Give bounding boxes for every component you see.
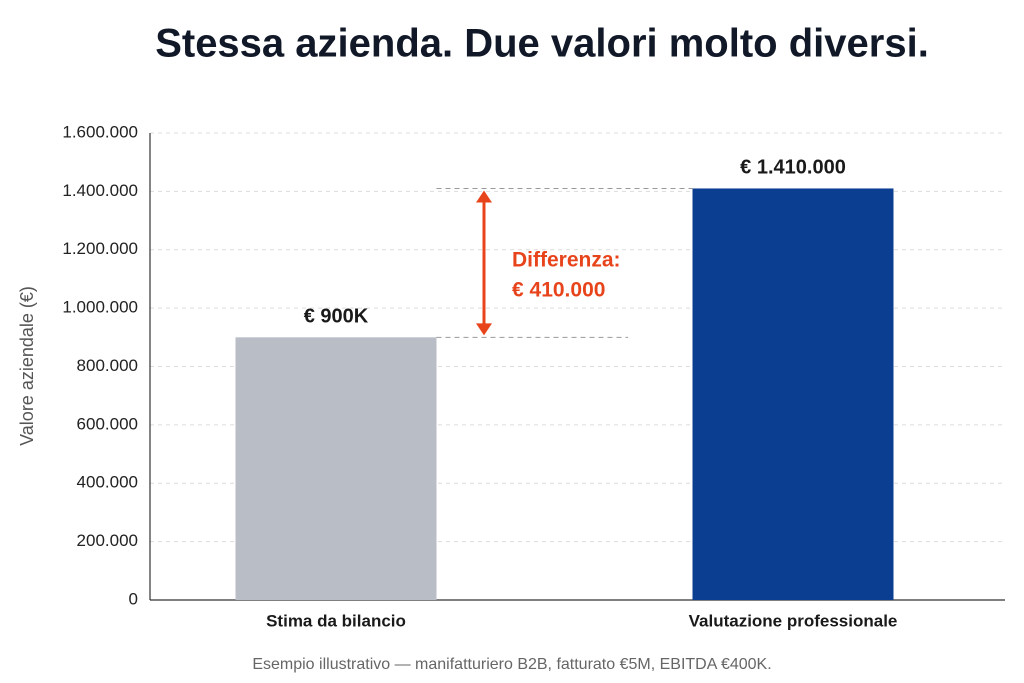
chart-title: Stessa azienda. Due valori molto diversi… (155, 22, 929, 66)
y-tick-label: 1.400.000 (62, 181, 138, 200)
annotation: € 410.000 (512, 279, 605, 302)
y-tick-label: 1.600.000 (62, 122, 138, 141)
arrow-head (476, 190, 492, 203)
x-tick-label: Stima da bilancio (266, 611, 406, 630)
bar (692, 188, 894, 601)
value-label: € 900K (304, 306, 369, 328)
y-tick-label: 800.000 (77, 356, 138, 375)
y-tick-label: 0 (129, 589, 138, 608)
value-label: € 1.410.000 (740, 157, 846, 179)
y-tick-label: 200.000 (77, 531, 138, 550)
footnote: Esempio illustrativo — manifatturiero B2… (252, 656, 771, 673)
y-tick-label: 1.000.000 (62, 298, 138, 317)
bar (235, 337, 437, 600)
arrow-head (476, 323, 492, 336)
y-tick-label: 400.000 (77, 473, 138, 492)
x-tick-label: Valutazione professionale (689, 611, 898, 630)
y-tick-label: 600.000 (77, 414, 138, 433)
y-axis-label: Valore aziendale (€) (17, 286, 37, 446)
y-tick-label: 1.200.000 (62, 239, 138, 258)
annotation: Differenza: (512, 249, 621, 272)
